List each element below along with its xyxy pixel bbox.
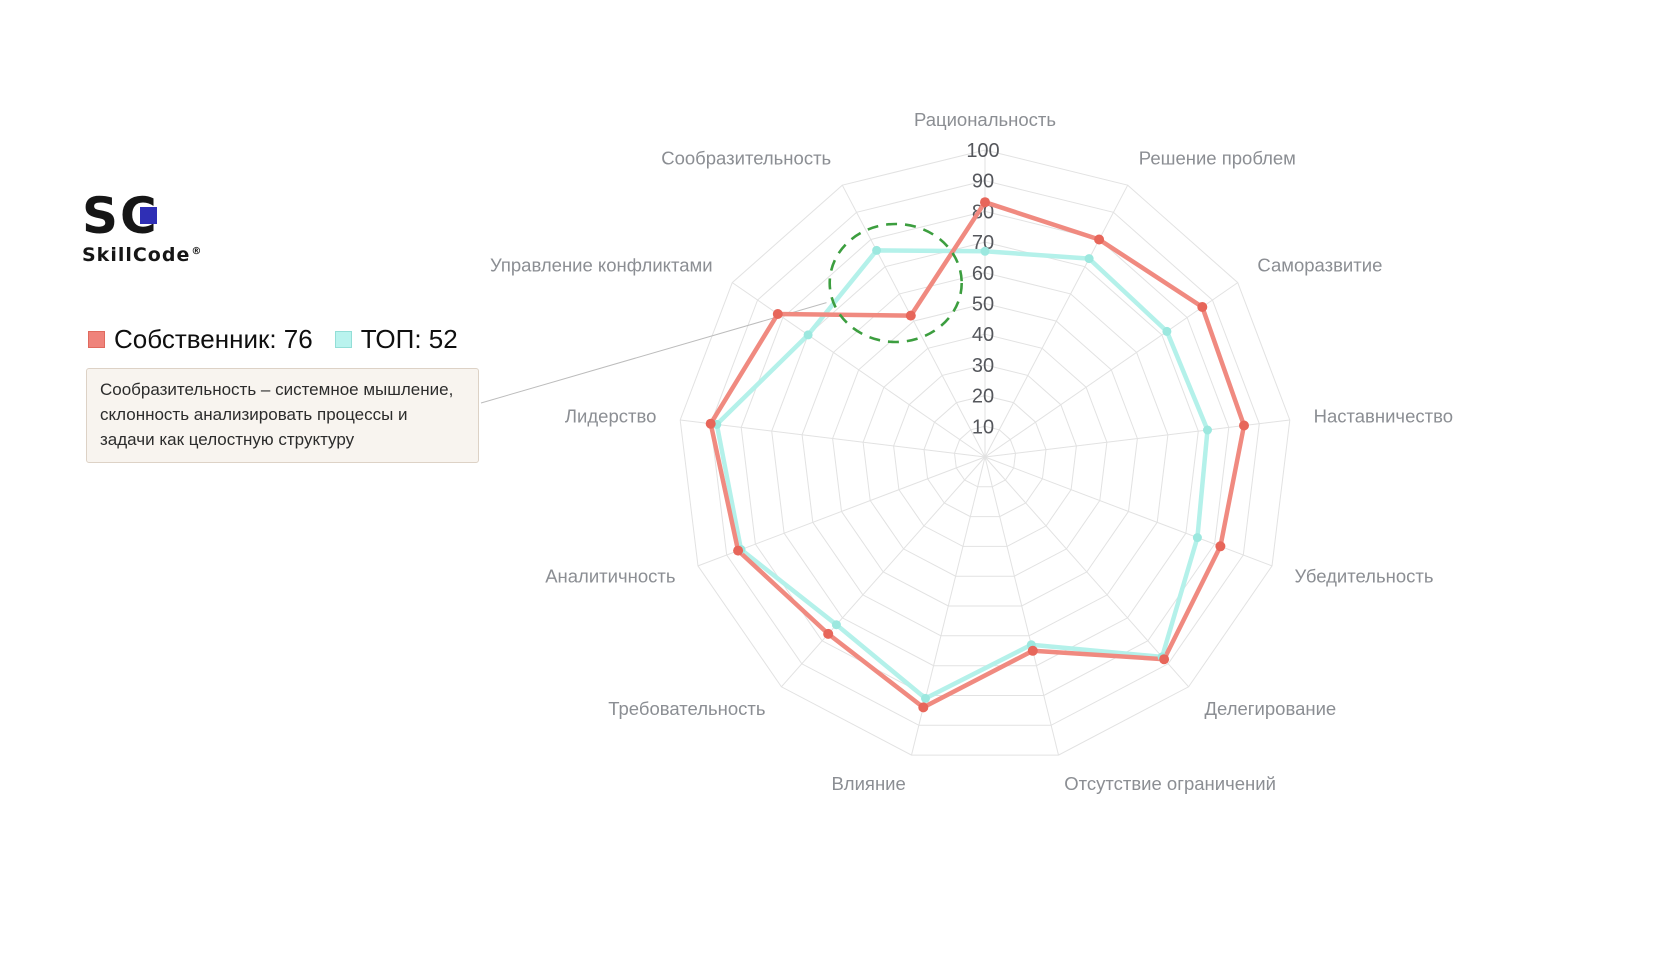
series-owner-point[interactable] xyxy=(1197,302,1208,312)
series-top-point[interactable] xyxy=(803,330,813,340)
series-owner-point[interactable] xyxy=(1027,645,1038,656)
series-owner-point[interactable] xyxy=(905,310,916,321)
axis-label: Сообразительность xyxy=(661,148,831,169)
grid-spoke xyxy=(984,282,1238,458)
grid-ring xyxy=(679,149,1291,756)
highlight-circle xyxy=(828,222,964,344)
series-top-point[interactable] xyxy=(1203,425,1212,435)
grid-ring xyxy=(710,180,1260,726)
logo-blue-square-icon xyxy=(140,207,157,224)
tick-label: 80 xyxy=(972,201,994,223)
tick-label: 60 xyxy=(972,263,994,285)
grid-spoke xyxy=(984,456,1189,688)
grid-spoke xyxy=(841,184,986,458)
series-owner-point[interactable] xyxy=(823,628,834,639)
series-top-point[interactable] xyxy=(872,245,882,255)
series-top-point[interactable] xyxy=(1192,533,1202,543)
series-owner-point[interactable] xyxy=(733,545,744,556)
grid-ring xyxy=(923,395,1047,518)
series-top-point[interactable] xyxy=(1162,326,1172,336)
grid-spoke xyxy=(984,419,1290,458)
axis-label: Решение проблем xyxy=(1139,148,1296,169)
axis-label: Делегирование xyxy=(1205,698,1337,719)
series-owner-point[interactable] xyxy=(1239,420,1249,431)
series-top-point[interactable] xyxy=(921,693,930,703)
grid-spoke xyxy=(680,419,986,458)
axis-label: Отсутствие ограничений xyxy=(1064,773,1276,794)
tick-label: 40 xyxy=(972,324,994,346)
series-owner-point[interactable] xyxy=(1159,654,1170,665)
series-owner-line[interactable] xyxy=(708,199,1247,710)
axis-label: Саморазвитие xyxy=(1257,255,1382,276)
series-owner-point[interactable] xyxy=(1215,541,1226,552)
logo-name: SkillCode® xyxy=(82,244,202,266)
series-top-point[interactable] xyxy=(831,620,841,630)
series-owner-point[interactable] xyxy=(980,197,990,208)
series-top-line[interactable] xyxy=(714,248,1210,701)
tick-label: 10 xyxy=(972,416,994,438)
grid-ring xyxy=(801,272,1169,637)
series-owner-point[interactable] xyxy=(918,702,929,713)
legend-label: Собственник: 76 xyxy=(114,324,313,354)
axis-label: Аналитичность xyxy=(545,566,675,587)
grid-ring xyxy=(771,241,1199,667)
tick-label: 100 xyxy=(966,140,999,162)
axis-label: Влияние xyxy=(831,773,905,794)
grid-spoke xyxy=(697,456,986,567)
axis-label: Рациональность xyxy=(914,109,1056,130)
chart-legend: Собственник: 76 ТОП: 52 xyxy=(88,324,458,355)
grid-spoke xyxy=(984,184,1129,458)
series-owner-point[interactable] xyxy=(772,309,783,319)
axis-label: Требовательность xyxy=(608,698,765,719)
grid-spoke xyxy=(781,456,986,688)
grid-ring xyxy=(740,210,1230,696)
tooltip-connector-line xyxy=(480,302,827,404)
legend-item-owner[interactable]: Собственник: 76 xyxy=(88,324,313,355)
registered-trademark-icon: ® xyxy=(191,245,203,257)
axis-label: Убедительность xyxy=(1295,566,1434,587)
series-owner-point[interactable] xyxy=(705,418,716,429)
grid-ring xyxy=(893,364,1077,547)
axis-label: Управление конфликтами xyxy=(490,255,713,276)
grid-ring xyxy=(862,333,1108,577)
tick-label: 50 xyxy=(972,294,994,316)
logo-mark: SC xyxy=(82,190,202,244)
series-top-point[interactable] xyxy=(980,246,990,256)
tooltip-text: Сообразительность – системное мышление, … xyxy=(100,380,454,449)
tick-label: 20 xyxy=(972,386,994,408)
logo-name-text: SkillCode xyxy=(82,244,191,266)
tick-label: 90 xyxy=(972,171,994,193)
legend-item-top[interactable]: ТОП: 52 xyxy=(334,324,458,355)
legend-label: ТОП: 52 xyxy=(360,324,458,354)
legend-swatch-icon xyxy=(88,331,105,348)
tick-label: 30 xyxy=(972,355,994,377)
axis-label: Наставничество xyxy=(1314,405,1453,426)
series-top-point[interactable] xyxy=(1084,254,1094,264)
legend-swatch-icon xyxy=(334,331,352,348)
grid-ring xyxy=(953,425,1017,488)
grid-ring xyxy=(832,302,1138,607)
axis-label: Лидерство xyxy=(565,405,656,426)
series-owner-point[interactable] xyxy=(1094,234,1105,245)
skillcode-logo: SC SkillCode® xyxy=(82,190,202,266)
category-description-tooltip: Сообразительность – системное мышление, … xyxy=(86,368,479,463)
grid-spoke xyxy=(984,456,1059,756)
